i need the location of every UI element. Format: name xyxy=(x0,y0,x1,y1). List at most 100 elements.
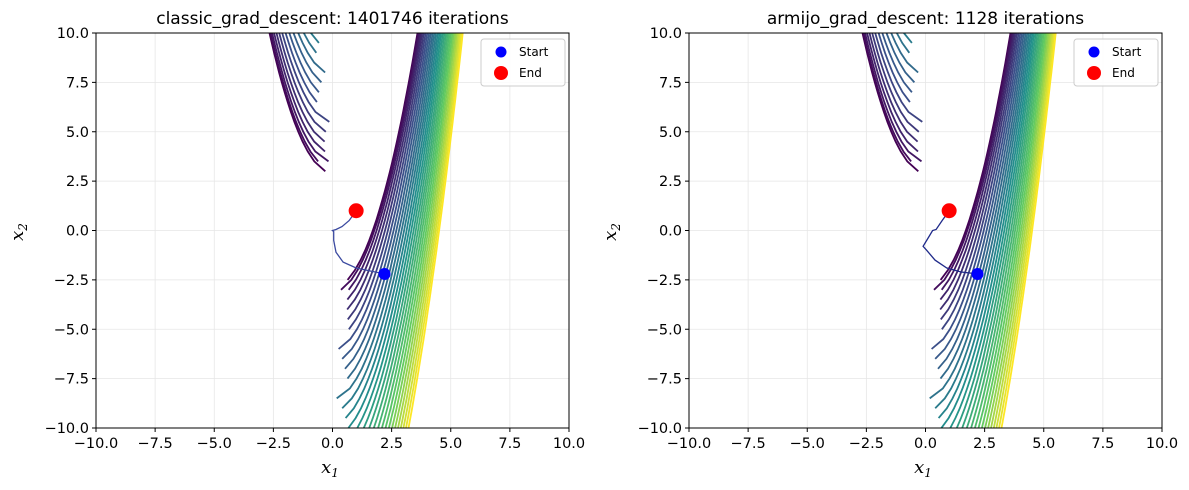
contour-line xyxy=(896,33,911,54)
y-tick-label: 5.0 xyxy=(659,125,682,141)
x-axis-label-sub: 1 xyxy=(331,466,339,480)
contour-lines xyxy=(861,33,1057,428)
contour-line xyxy=(937,33,1025,370)
contour-line xyxy=(391,33,455,428)
contour-line xyxy=(372,33,447,428)
contour-line xyxy=(890,33,919,74)
x-tick-label: −10.0 xyxy=(74,436,118,452)
x-ticks: −10.0 −7.5 −5.0 −2.5 0.0 2.5 5.0 7.5 10.0 xyxy=(74,428,585,452)
contour-line xyxy=(405,33,463,428)
contour-line xyxy=(347,33,421,291)
contour-line xyxy=(874,33,923,123)
contour-line xyxy=(998,33,1056,428)
x-tick-label: 5.0 xyxy=(1032,436,1055,452)
contour-line xyxy=(288,33,320,93)
end-point xyxy=(348,203,364,219)
contour-line xyxy=(348,33,427,330)
contour-line xyxy=(397,33,458,428)
y-tick-label: −7.5 xyxy=(54,372,89,388)
legend-start-label: Start xyxy=(1112,45,1142,59)
contour-line xyxy=(273,33,326,153)
legend-end-marker xyxy=(494,66,508,80)
y-tick-label: 5.0 xyxy=(66,125,89,141)
contour-line xyxy=(939,33,1015,301)
y-tick-label: 0.0 xyxy=(66,224,89,240)
contour-line xyxy=(955,33,1037,428)
contour-line xyxy=(937,33,1032,419)
legend-start-label: Start xyxy=(519,45,549,59)
contour-line xyxy=(341,33,430,360)
start-point xyxy=(971,267,984,280)
contour-line xyxy=(939,33,1017,311)
y-axis-label-sub: 2 xyxy=(609,223,623,232)
y-tick-label: −10.0 xyxy=(45,421,89,437)
contour-line xyxy=(940,33,1014,291)
contour-line xyxy=(377,33,449,428)
x-tick-label: −7.5 xyxy=(138,436,173,452)
x-tick-label: −7.5 xyxy=(731,436,766,452)
subplot-classic: classic_grad_descent: 1401746 iterations… xyxy=(7,9,585,480)
contour-line xyxy=(877,33,911,103)
contour-line xyxy=(336,33,436,400)
legend-end-marker xyxy=(1087,66,1101,80)
contour-line xyxy=(344,33,432,370)
y-tick-label: 10.0 xyxy=(57,26,89,42)
contour-line xyxy=(269,33,319,162)
contour-line xyxy=(861,33,919,172)
contour-line xyxy=(344,33,439,419)
y-tick-label: −10.0 xyxy=(638,421,682,437)
contour-line xyxy=(940,33,1034,428)
contour-line xyxy=(903,33,913,44)
x-tick-label: 7.5 xyxy=(1091,436,1114,452)
contour-line xyxy=(340,33,420,291)
contour-line xyxy=(941,33,1020,330)
chart-title: classic_grad_descent: 1401746 iterations xyxy=(156,9,509,29)
contour-line xyxy=(864,33,923,163)
contour-lines xyxy=(268,33,464,428)
contour-line xyxy=(338,33,429,350)
contour-line xyxy=(995,33,1054,428)
contour-line xyxy=(1000,33,1057,428)
contour-line xyxy=(981,33,1047,428)
contour-line xyxy=(939,33,1027,380)
contour-line xyxy=(284,33,318,103)
contour-line xyxy=(885,33,916,84)
x-tick-label: 0.0 xyxy=(321,436,344,452)
contour-line xyxy=(881,33,913,93)
y-tick-label: −2.5 xyxy=(54,273,89,289)
contour-line xyxy=(949,33,1035,428)
end-point xyxy=(941,203,957,219)
x-tick-label: 10.0 xyxy=(553,436,585,452)
x-tick-label: 7.5 xyxy=(498,436,521,452)
y-tick-label: 2.5 xyxy=(66,174,89,190)
contour-line xyxy=(310,33,320,44)
contour-line xyxy=(933,33,1013,291)
x-tick-label: −10.0 xyxy=(667,436,711,452)
contour-line xyxy=(381,33,451,428)
contour-line xyxy=(402,33,461,428)
x-tick-label: −2.5 xyxy=(256,436,291,452)
contour-line xyxy=(368,33,446,428)
contour-line xyxy=(281,33,330,123)
legend: Start End xyxy=(1073,38,1159,87)
x-tick-label: 2.5 xyxy=(380,436,403,452)
x-axis-label-sub: 1 xyxy=(924,466,932,480)
contour-line xyxy=(934,33,1023,360)
x-tick-label: −5.0 xyxy=(197,436,232,452)
chart-title: armijo_grad_descent: 1128 iterations xyxy=(767,9,1084,29)
contour-line xyxy=(931,33,1022,350)
contour-line xyxy=(992,33,1053,428)
contour-line xyxy=(303,33,318,54)
contour-line xyxy=(399,33,460,428)
x-tick-label: 0.0 xyxy=(914,436,937,452)
y-axis-label-sub: 2 xyxy=(16,223,30,232)
y-tick-label: 7.5 xyxy=(66,75,89,91)
contour-line xyxy=(346,33,434,380)
contour-line xyxy=(974,33,1044,428)
y-tick-label: −5.0 xyxy=(54,322,89,338)
y-ticks: −10.0 −7.5 −5.0 −2.5 0.0 2.5 5.0 7.5 10.0 xyxy=(45,26,96,437)
y-ticks: −10.0 −7.5 −5.0 −2.5 0.0 2.5 5.0 7.5 10.0 xyxy=(638,26,689,437)
contour-line xyxy=(271,33,330,163)
x-tick-label: 2.5 xyxy=(973,436,996,452)
